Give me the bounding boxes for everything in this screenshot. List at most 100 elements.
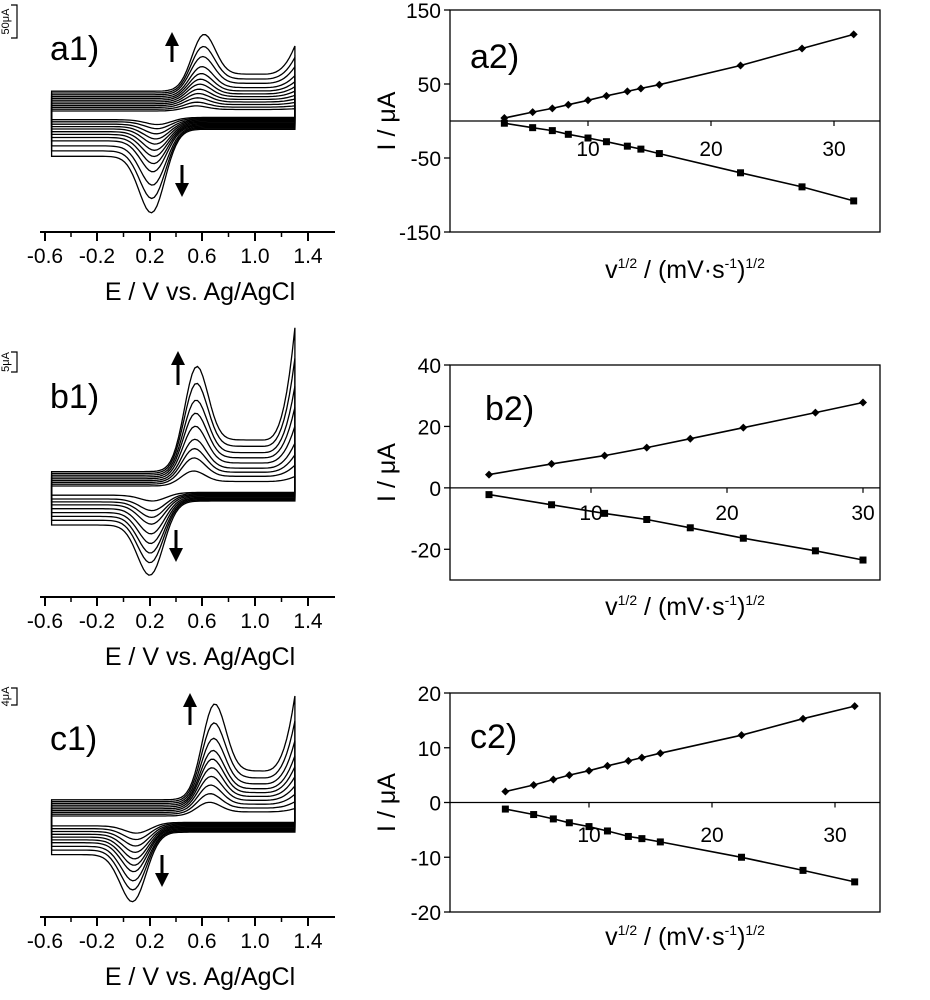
- x-tick-label: 20: [715, 502, 738, 525]
- data-point-diamond: [737, 731, 746, 740]
- cv-trace: [50, 737, 296, 882]
- x-tick-label: -0.6: [27, 245, 63, 268]
- scale-bar-label: 4μA: [0, 686, 12, 706]
- x-axis-label: E / V vs. Ag/AgCl: [105, 278, 295, 306]
- arrow-down-icon: [169, 548, 183, 562]
- x-tick-label: -0.2: [79, 245, 115, 268]
- y-tick-label: 40: [418, 355, 441, 378]
- x-axis-label: E / V vs. Ag/AgCl: [105, 963, 295, 991]
- data-point-diamond: [623, 87, 632, 96]
- x-label-part: v: [605, 923, 618, 951]
- scale-bar-label: 5μA: [0, 351, 12, 371]
- data-point-square: [529, 124, 537, 132]
- data-point-square: [564, 130, 572, 138]
- panel-label: c2): [470, 718, 517, 756]
- x-label-part: ): [737, 593, 745, 621]
- x-label-part: / (mV·s: [637, 923, 725, 951]
- x-axis-label: v1/2 / (mV·s-1)1/2: [605, 255, 765, 284]
- data-point-square: [656, 838, 664, 846]
- x-label-part: / (mV·s: [637, 256, 725, 284]
- plot-frame: [449, 364, 881, 581]
- y-tick-label: -150: [399, 222, 441, 245]
- x-tick-label: 1.4: [293, 245, 323, 268]
- data-point-diamond: [637, 753, 646, 762]
- data-point-square: [638, 835, 646, 843]
- x-tick-label: 1.0: [240, 930, 269, 953]
- x-label-superscript: 1/2: [618, 255, 638, 271]
- y-tick-label: -50: [411, 148, 441, 171]
- arrow-up-icon: [183, 693, 197, 707]
- data-point-diamond: [585, 766, 593, 775]
- arrow-up-icon: [171, 351, 185, 365]
- x-tick-label: 10: [576, 138, 599, 161]
- data-point-square: [601, 509, 609, 517]
- data-point-square: [603, 827, 611, 835]
- x-label-superscript: 1/2: [745, 255, 765, 271]
- x-label-superscript: 1/2: [745, 922, 765, 938]
- y-tick-label: 50: [418, 74, 441, 97]
- data-point-diamond: [624, 756, 633, 765]
- x-tick-label: -0.6: [27, 930, 63, 953]
- x-label-superscript: 1/2: [618, 592, 638, 608]
- y-tick-label: -10: [411, 847, 441, 870]
- data-point-square: [859, 556, 867, 564]
- x-tick-label: 20: [700, 824, 723, 847]
- x-axis-label: v1/2 / (mV·s-1)1/2: [605, 592, 765, 621]
- panel-label: a2): [470, 38, 519, 76]
- cv-trace: [50, 34, 296, 214]
- cv-panel-1: -0.6 -0.2 0.2 0.6 1.0 1.4 E / V vs. Ag/AgCl 50μ…: [0, 4, 335, 306]
- data-point-diamond: [686, 434, 695, 443]
- x-label-part: / (mV·s: [637, 593, 725, 621]
- y-tick-label: 0: [429, 478, 441, 501]
- x-axis-label: v1/2 / (mV·s-1)1/2: [605, 922, 765, 951]
- data-point-square: [584, 134, 592, 142]
- y-tick-label: 10: [418, 738, 441, 761]
- data-point-square: [500, 119, 508, 127]
- x-tick-label: 0.6: [187, 930, 216, 953]
- x-tick-label: 0.2: [135, 930, 164, 953]
- x-tick-label: -0.2: [79, 930, 115, 953]
- data-point-diamond: [603, 761, 612, 770]
- cv-panel-5: -0.6 -0.2 0.2 0.6 1.0 1.4 E / V vs. Ag/AgCl 4μA…: [0, 686, 335, 991]
- data-point-diamond: [642, 443, 651, 452]
- scale-bar: [11, 4, 18, 39]
- scale-bar: [11, 351, 18, 373]
- series-line: [488, 401, 864, 476]
- y-tick-label: 20: [418, 683, 441, 706]
- x-tick-label: 30: [822, 138, 845, 161]
- data-point-diamond: [548, 104, 557, 113]
- data-point-square: [602, 138, 610, 146]
- cv-trace: [50, 327, 296, 576]
- y-axis-label: I / μA: [373, 91, 401, 150]
- data-point-diamond: [850, 702, 859, 711]
- x-tick-label: 1.4: [293, 610, 323, 633]
- data-point-diamond: [849, 30, 858, 39]
- data-point-square: [585, 823, 593, 831]
- data-point-diamond: [584, 96, 592, 105]
- cv-panel-3: -0.6 -0.2 0.2 0.6 1.0 1.4 E / V vs. Ag/AgCl 5μA…: [0, 327, 335, 671]
- panel-label: a1): [50, 30, 99, 68]
- data-point-square: [799, 866, 807, 874]
- data-point-diamond: [485, 470, 493, 479]
- x-tick-label: -0.2: [79, 610, 115, 633]
- y-tick-label: 20: [418, 416, 441, 439]
- data-point-diamond: [600, 451, 609, 460]
- data-point-square: [798, 183, 806, 191]
- data-point-diamond: [564, 100, 573, 109]
- data-point-square: [624, 832, 632, 840]
- data-point-square: [738, 853, 746, 861]
- x-label-part: ): [737, 256, 745, 284]
- x-tick-label: 0.2: [135, 610, 164, 633]
- data-point-square: [686, 524, 694, 532]
- data-point-diamond: [602, 91, 611, 100]
- data-point-diamond: [859, 398, 867, 407]
- x-tick-label: 1.0: [240, 245, 269, 268]
- x-tick-label: 30: [851, 502, 874, 525]
- cv-trace: [50, 695, 296, 903]
- scale-bar: [11, 687, 18, 706]
- y-axis-label: I / μA: [373, 773, 401, 832]
- panel-label: c1): [50, 720, 97, 758]
- y-tick-label: 0: [429, 793, 441, 816]
